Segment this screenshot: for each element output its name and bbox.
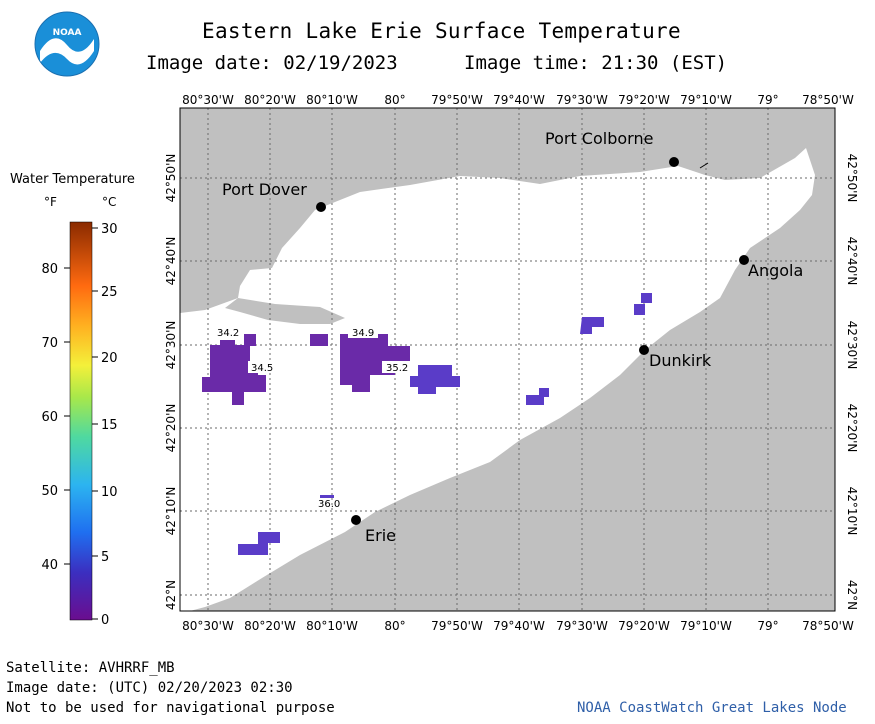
legend-f-tick: 40 [41, 558, 58, 573]
temp-label: 34.2 [217, 328, 239, 339]
city-angola: Angola [748, 261, 803, 280]
lat-label-right: 42°10'N [845, 487, 859, 536]
legend-c-tick: 10 [101, 485, 118, 500]
satellite-info: Satellite: AVHRRF_MB [6, 660, 175, 676]
lon-label-bottom: 78°50'W [802, 619, 854, 633]
temp-label: 36.0 [318, 499, 340, 510]
lon-label-bottom: 80°10'W [306, 619, 358, 633]
lon-label-top: 79°30'W [556, 93, 608, 107]
utc-date: Image date: (UTC) 02/20/2023 02:30 [6, 680, 293, 696]
lat-label-right: 42°50'N [845, 154, 859, 203]
legend-f-tick: 60 [41, 410, 58, 425]
city-port-colborne: Port Colborne [545, 129, 653, 148]
lat-label-left: 42°20'N [164, 404, 178, 453]
lon-label-bottom: 80° [384, 619, 405, 633]
legend-c-tick: 15 [101, 418, 118, 433]
lon-label-top: 79° [757, 93, 778, 107]
graticule [180, 108, 835, 611]
lon-label-bottom: 79°40'W [493, 619, 545, 633]
city-port-dover: Port Dover [222, 180, 307, 199]
city-erie: Erie [365, 526, 396, 545]
lon-label-top: 80° [384, 93, 405, 107]
city-dunkirk: Dunkirk [649, 351, 712, 370]
lat-label-left: 42°40'N [164, 237, 178, 286]
image-time: Image time: 21:30 (EST) [464, 52, 728, 74]
city-marker-port-dover [316, 202, 326, 212]
legend-title: Water Temperature [10, 172, 135, 187]
temp-label: 34.5 [251, 363, 273, 374]
credit-link[interactable]: NOAA CoastWatch Great Lakes Node [577, 700, 847, 716]
lon-label-bottom: 79°10'W [680, 619, 732, 633]
lat-label-left: 42°10'N [164, 487, 178, 536]
legend-c-tick: 5 [101, 550, 109, 565]
lon-label-bottom: 79°20'W [618, 619, 670, 633]
lon-label-top: 79°50'W [431, 93, 483, 107]
legend-c-tick: 0 [101, 613, 109, 628]
city-marker-erie [351, 515, 361, 525]
city-marker-dunkirk [639, 345, 649, 355]
lat-label-left: 42°N [164, 580, 178, 610]
lat-label-right: 42°40'N [845, 237, 859, 286]
lat-label-left: 42°30'N [164, 321, 178, 370]
lon-label-top: 80°20'W [244, 93, 296, 107]
lon-label-bottom: 79°50'W [431, 619, 483, 633]
lat-label-right: 42°20'N [845, 404, 859, 453]
temp-patches [202, 334, 410, 405]
legend-c-tick: 25 [101, 285, 118, 300]
legend-f-tick: 70 [41, 336, 58, 351]
lon-label-bottom: 80°30'W [182, 619, 234, 633]
noaa-logo: NOAA [34, 11, 100, 77]
city-marker-port-colborne [669, 157, 679, 167]
lon-label-top: 79°40'W [493, 93, 545, 107]
legend-c-tick: 20 [101, 351, 118, 366]
lon-label-bottom: 79°30'W [556, 619, 608, 633]
temp-label: 34.9 [352, 328, 374, 339]
lon-label-top: 79°20'W [618, 93, 670, 107]
lon-label-bottom: 80°20'W [244, 619, 296, 633]
lake-water [180, 148, 815, 611]
lat-label-left: 42°50'N [164, 154, 178, 203]
legend-unit-f: °F [44, 195, 57, 209]
lat-label-right: 42°N [845, 580, 859, 610]
legend-c-tick: 30 [101, 222, 118, 237]
lon-label-top: 78°50'W [802, 93, 854, 107]
legend-colorbar: 80 70 60 50 40 30 25 20 15 10 5 0 [41, 221, 118, 628]
temp-patches-warm [238, 293, 652, 555]
lon-label-bottom: 79° [757, 619, 778, 633]
city-marker-angola [739, 255, 749, 265]
temp-label: 35.2 [386, 363, 408, 374]
legend-f-tick: 50 [41, 484, 58, 499]
noaa-logo-text: NOAA [53, 28, 82, 38]
map-panel: 34.2 34.5 34.9 35.2 36.0 Port Colborne P… [164, 93, 859, 633]
disclaimer: Not to be used for navigational purpose [6, 700, 335, 716]
lon-label-top: 79°10'W [680, 93, 732, 107]
legend-f-tick: 80 [41, 262, 58, 277]
lon-label-top: 80°10'W [306, 93, 358, 107]
image-date: Image date: 02/19/2023 [146, 52, 398, 74]
lat-label-right: 42°30'N [845, 321, 859, 370]
lon-label-top: 80°30'W [182, 93, 234, 107]
map-title: Eastern Lake Erie Surface Temperature [202, 19, 681, 43]
legend-unit-c: °C [102, 195, 117, 209]
long-point [225, 298, 345, 324]
